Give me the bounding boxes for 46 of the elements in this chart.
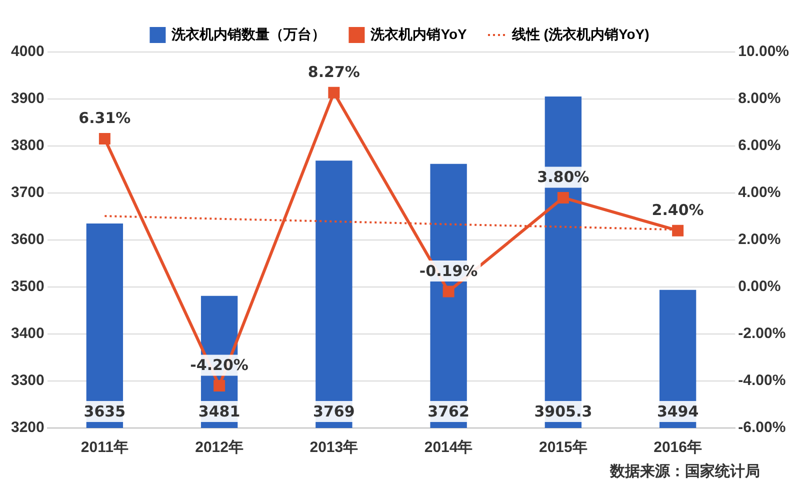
y-tick-label: 3300 [10,372,44,390]
y-tick-label: 3200 [10,419,44,436]
y-tick-label: 3900 [10,90,44,108]
y-tick-label: 3600 [10,231,44,248]
data-label: 6.31% [78,109,131,128]
legend-label: 洗衣机内销YoY [370,26,468,42]
y-tick-label: 4000 [10,43,44,60]
y2-tick-label: 4.00% [738,184,781,202]
y2-tick-label: -6.00% [738,419,786,436]
x-tick-label: 2016年 [654,439,702,456]
x-tick-label: 2015年 [539,439,588,456]
point [557,192,569,204]
data-label: 3635 [84,402,126,420]
y2-tick-label: 0.00% [738,278,781,296]
data-label: 2.40% [652,200,704,219]
legend-label: 洗衣机内销数量（万台） [170,26,326,42]
data-label: -0.19% [419,262,478,280]
point [328,86,340,98]
x-tick-label: 2014年 [424,439,473,456]
x-tick-label: 2013年 [310,439,358,456]
y2-tick-label: 8.00% [738,90,781,108]
data-label: 3494 [656,402,699,420]
point [98,132,110,144]
data-label: 3769 [313,402,355,420]
y-tick-label: 3500 [10,278,44,296]
y-tick-label: 3700 [10,184,44,202]
y-tick-label: 3800 [10,137,44,154]
data-label: 8.27% [308,63,360,82]
y-tick-label: 3400 [10,325,44,342]
y2-tick-label: -4.00% [738,372,786,390]
y2-tick-label: -2.00% [738,325,786,342]
y2-tick-label: 6.00% [738,137,781,154]
source-note: 数据来源：国家统计局 [610,462,760,481]
point [442,286,454,298]
data-label: -4.20% [190,356,248,374]
point [214,380,226,392]
point [672,224,684,236]
data-label: 3762 [428,402,470,420]
x-tick-label: 2011年 [80,439,128,456]
y2-tick-label: 2.00% [738,231,781,248]
x-tick-label: 2012年 [195,439,244,456]
legend-label: 线性 (洗衣机内销YoY) [510,26,650,42]
data-label: 3.80% [537,168,590,186]
y2-tick-label: 10.00% [738,43,789,60]
data-label: 3905.3 [534,402,592,420]
data-label: 3481 [198,402,240,420]
